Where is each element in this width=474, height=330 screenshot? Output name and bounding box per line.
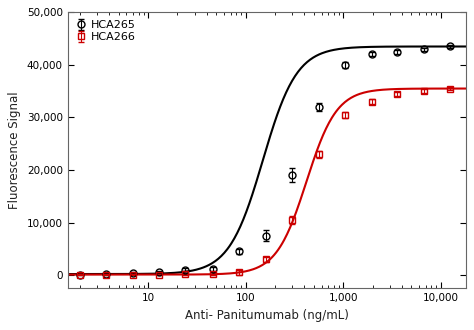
Y-axis label: Fluorescence Signal: Fluorescence Signal: [9, 91, 21, 209]
Legend: HCA265, HCA266: HCA265, HCA266: [73, 18, 138, 45]
X-axis label: Anti- Panitumumab (ng/mL): Anti- Panitumumab (ng/mL): [185, 309, 349, 322]
